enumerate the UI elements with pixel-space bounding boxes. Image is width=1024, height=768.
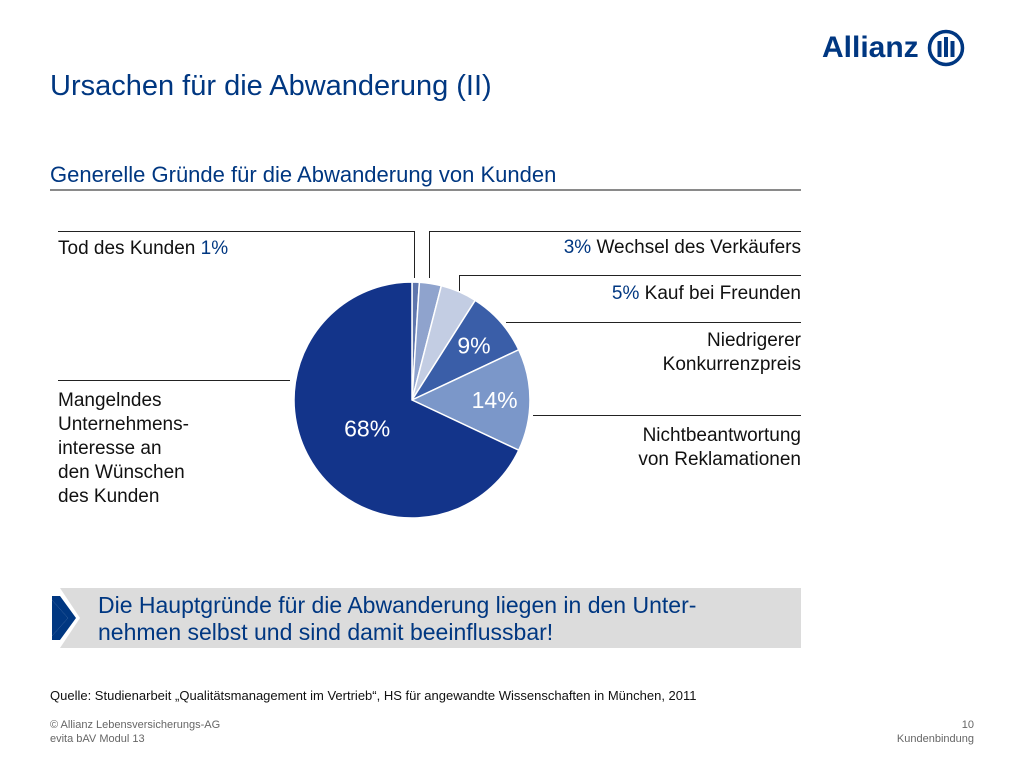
key-message-box xyxy=(50,588,801,648)
label-mangel-line2: Unternehmens- xyxy=(58,414,189,435)
key-message-text: Die Hauptgründe für die Abwanderung lieg… xyxy=(98,592,788,646)
allianz-logo: Allianz xyxy=(822,28,965,68)
leader-wechsel-v xyxy=(429,231,430,278)
label-mangel-line3: interesse an xyxy=(58,438,162,459)
section-subtitle: Generelle Gründe für die Abwanderung von… xyxy=(50,162,557,187)
pie-slice-5 xyxy=(293,281,520,519)
chevron-right-icon xyxy=(50,588,80,648)
label-kauf: 5% Kauf bei Freunden xyxy=(612,282,801,306)
label-nicht: Nichtbeantwortung von Reklamationen xyxy=(638,424,801,472)
label-wechsel: 3% Wechsel des Verkäufers xyxy=(564,236,801,260)
brand-name: Allianz xyxy=(822,31,919,64)
subtitle-divider xyxy=(50,189,801,191)
label-wechsel-pct: 3% xyxy=(563,237,592,258)
leader-tod-h xyxy=(58,231,415,232)
pie-data-label-5: 68% xyxy=(344,415,390,441)
footer-topic: Kundenbindung xyxy=(896,733,974,745)
label-niedrig-line1: Niedrigerer xyxy=(707,330,801,351)
label-nicht-line1: Nichtbeantwortung xyxy=(642,425,801,446)
label-tod-text: Tod des Kunden xyxy=(58,238,201,259)
key-message-line1: Die Hauptgründe für die Abwanderung lieg… xyxy=(98,592,697,618)
page-number: 10 xyxy=(961,719,974,731)
label-tod: Tod des Kunden 1% xyxy=(58,237,228,261)
label-niedrig-line2: Konkurrenzpreis xyxy=(662,354,801,375)
allianz-eagle-icon xyxy=(927,29,964,67)
leader-kauf-h xyxy=(459,275,801,276)
label-niedrig: Niedrigerer Konkurrenzpreis xyxy=(663,329,801,377)
page-title: Ursachen für die Abwanderung (II) xyxy=(50,70,492,102)
footer-copyright: © Allianz Lebensversicherungs-AG xyxy=(50,719,221,731)
pie-slice-4 xyxy=(410,348,531,452)
leader-niedrig-h xyxy=(506,322,801,323)
leader-kauf-v xyxy=(459,275,460,291)
pie-data-label-3: 9% xyxy=(457,332,490,358)
footer-left: © Allianz Lebensversicherungs-AG evita b… xyxy=(50,718,220,746)
leader-wechsel-h xyxy=(429,231,801,232)
label-kauf-text: Kauf bei Freunden xyxy=(639,283,801,304)
pie-chart: 9% 14% 68% xyxy=(293,281,531,519)
label-nicht-line2: von Reklamationen xyxy=(638,449,801,470)
key-message-line2: nehmen selbst und sind damit beeinflussb… xyxy=(98,619,554,645)
footer-module: evita bAV Modul 13 xyxy=(50,733,145,745)
label-wechsel-text: Wechsel des Verkäufers xyxy=(591,237,801,258)
label-mangel-line4: den Wünschen xyxy=(58,462,185,483)
leader-nicht-h xyxy=(533,415,801,416)
source-note: Quelle: Studienarbeit „Qualitätsmanageme… xyxy=(50,688,697,703)
footer-right: 10 Kundenbindung xyxy=(897,718,974,746)
label-mangel: Mangelndes Unternehmens- interesse an de… xyxy=(58,389,189,509)
label-kauf-pct: 5% xyxy=(611,283,640,304)
pie-data-label-4: 14% xyxy=(472,387,518,413)
label-mangel-line5: des Kunden xyxy=(58,486,160,507)
label-mangel-line1: Mangelndes xyxy=(58,390,162,411)
leader-mangel-h xyxy=(58,380,290,381)
label-tod-pct: 1% xyxy=(200,238,229,259)
leader-tod-v xyxy=(414,231,415,278)
